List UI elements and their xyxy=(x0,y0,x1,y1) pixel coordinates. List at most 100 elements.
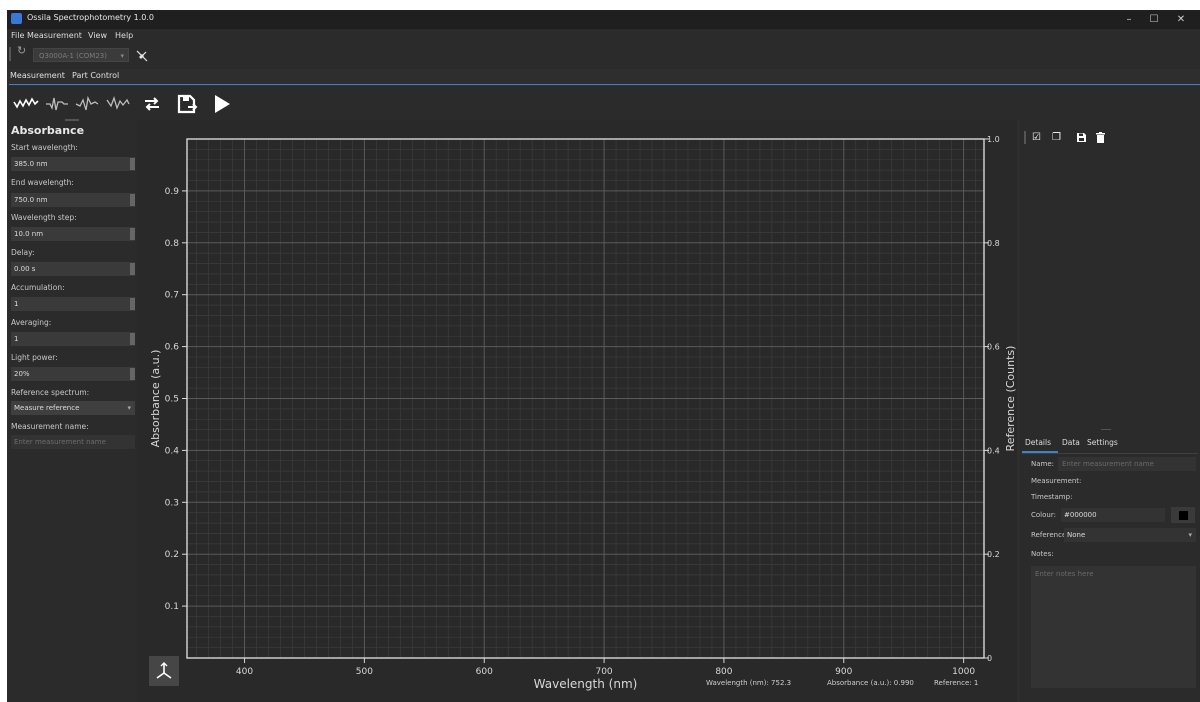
spin-arrows-icon[interactable] xyxy=(130,158,135,170)
spin-arrows-icon[interactable] xyxy=(130,263,135,275)
auto-range-button[interactable] xyxy=(149,656,179,686)
chart-area xyxy=(137,120,1017,702)
measurement-list[interactable] xyxy=(1022,151,1198,428)
notes-textarea[interactable] xyxy=(1031,566,1196,688)
y-tick-label: 0.4 xyxy=(165,446,180,456)
wavelength-step-label: Wavelength step: xyxy=(11,213,77,222)
end-wavelength-spinbox[interactable]: 750.0 nm xyxy=(11,193,135,207)
menu-measurement[interactable]: Measurement xyxy=(27,31,82,40)
end-wavelength-value: 750.0 nm xyxy=(14,196,48,204)
y-axis-ticks: 0.1 0.2 0.3 0.4 0.5 0.6 0.7 0.8 0.9 xyxy=(165,187,187,612)
menu-help[interactable]: Help xyxy=(115,31,134,40)
readout-absorbance: Absorbance (a.u.): 0.990 xyxy=(827,679,914,687)
minimize-button[interactable]: – xyxy=(1126,14,1132,25)
timestamp-label: Timestamp: xyxy=(1031,493,1073,501)
name-input[interactable] xyxy=(1058,457,1196,471)
y2-tick-label: 0 xyxy=(987,654,992,663)
y-tick-label: 0.5 xyxy=(165,395,179,405)
start-wavelength-spinbox[interactable]: 385.0 nm xyxy=(11,157,135,171)
colour-input[interactable]: #000000 xyxy=(1061,508,1165,522)
tab-part-control[interactable]: Part Control xyxy=(72,71,120,80)
x-axis-ticks: 400 500 600 700 800 900 1000 xyxy=(236,658,975,677)
end-wavelength-label: End wavelength: xyxy=(11,178,74,187)
major-grid xyxy=(187,139,984,658)
light-power-spinbox[interactable]: 20% xyxy=(11,367,135,381)
wavelength-step-value: 10.0 nm xyxy=(14,230,44,238)
chevron-down-icon: ▾ xyxy=(127,404,131,412)
reflectance-mode-icon[interactable] xyxy=(74,92,102,116)
splitter-handle[interactable] xyxy=(1101,429,1111,430)
play-icon[interactable] xyxy=(213,94,231,114)
refresh-icon[interactable]: ↻ xyxy=(17,44,27,57)
x-tick-label: 900 xyxy=(835,667,852,677)
delay-label: Delay: xyxy=(11,248,35,257)
x-tick-label: 400 xyxy=(236,667,253,677)
select-all-icon[interactable]: ☑ xyxy=(1032,132,1041,143)
absorbance-mode-icon[interactable] xyxy=(12,92,42,116)
wavelength-step-spinbox[interactable]: 10.0 nm xyxy=(11,227,135,241)
spin-arrows-icon[interactable] xyxy=(130,228,135,240)
spin-arrows-icon[interactable] xyxy=(130,194,135,206)
x-tick-label: 600 xyxy=(476,667,493,677)
menu-file[interactable]: File xyxy=(11,31,25,40)
spin-arrows-icon[interactable] xyxy=(130,333,135,345)
tab-details[interactable]: Details xyxy=(1025,438,1052,447)
reference-spectrum-value: Measure reference xyxy=(14,404,80,412)
maximize-button[interactable]: ☐ xyxy=(1149,14,1159,25)
y2-axis-ticks: 0 0.2 0.4 0.6 0.8 1.0 xyxy=(984,135,1000,663)
notes-label: Notes: xyxy=(1031,550,1054,558)
chevron-down-icon: ▾ xyxy=(1188,531,1192,539)
spectrum-chart[interactable]: 0.10.20.30.40.50.60.70.80.9 00.20.40.60.… xyxy=(137,120,1017,702)
y-tick-label: 0.2 xyxy=(165,550,179,560)
app-icon xyxy=(11,13,22,24)
reference-select[interactable]: None ▾ xyxy=(1064,528,1196,542)
panel-title: Absorbance xyxy=(11,124,85,137)
disconnected-plug-icon[interactable] xyxy=(136,47,148,62)
title-bar xyxy=(7,10,1200,29)
tab-data[interactable]: Data xyxy=(1062,438,1080,447)
reference-spectrum-label: Reference spectrum: xyxy=(11,388,90,397)
save-measure-icon[interactable] xyxy=(176,93,198,115)
readout-reference: Reference: 1 xyxy=(934,679,979,687)
colour-label: Colour: xyxy=(1031,511,1056,519)
reference-select-value: None xyxy=(1067,531,1086,539)
toolbar-grip xyxy=(9,47,11,61)
repeat-icon[interactable] xyxy=(142,94,162,114)
y2-tick-label: 0.6 xyxy=(987,343,1000,352)
app-window: Ossila Spectrophotometry 1.0.0 – ☐ ✕ Fil… xyxy=(7,10,1200,702)
save-icon[interactable] xyxy=(1076,132,1087,146)
averaging-spinbox[interactable]: 1 xyxy=(11,332,135,346)
y2-tick-label: 0.4 xyxy=(987,446,1000,455)
x-tick-label: 700 xyxy=(595,667,612,677)
tab-underline xyxy=(1022,451,1058,453)
averaging-value: 1 xyxy=(14,335,19,343)
close-button[interactable]: ✕ xyxy=(1176,14,1186,25)
tab-settings[interactable]: Settings xyxy=(1087,438,1118,447)
copy-icon[interactable]: ❐ xyxy=(1052,132,1061,143)
window-title: Ossila Spectrophotometry 1.0.0 xyxy=(27,13,154,22)
delete-icon[interactable] xyxy=(1096,132,1105,146)
toolbar-grip xyxy=(1024,131,1026,144)
menu-view[interactable]: View xyxy=(88,31,107,40)
reference-label: Reference: xyxy=(1031,531,1069,539)
measurement-toolbar xyxy=(7,86,1200,120)
reference-spectrum-select[interactable]: Measure reference ▾ xyxy=(11,401,135,415)
measurement-name-input[interactable] xyxy=(11,435,135,449)
accumulation-spinbox[interactable]: 1 xyxy=(11,297,135,311)
tab-measurement[interactable]: Measurement xyxy=(10,71,65,80)
y2-tick-label: 0.2 xyxy=(987,550,1000,559)
y-tick-label: 0.7 xyxy=(165,291,179,301)
colour-swatch xyxy=(1179,511,1188,520)
transmittance-mode-icon[interactable] xyxy=(44,92,72,116)
y-tick-label: 0.3 xyxy=(165,498,179,508)
spin-arrows-icon[interactable] xyxy=(130,368,135,380)
x-tick-label: 800 xyxy=(715,667,732,677)
delay-spinbox[interactable]: 0.00 s xyxy=(11,262,135,276)
y2-tick-label: 1.0 xyxy=(987,135,1000,144)
x-tick-label: 1000 xyxy=(952,667,975,677)
device-select[interactable]: Q3000A-1 (COM23) ▾ xyxy=(33,48,129,62)
spin-arrows-icon[interactable] xyxy=(130,298,135,310)
start-wavelength-label: Start wavelength: xyxy=(11,143,78,152)
y-tick-label: 0.8 xyxy=(165,239,180,249)
fluorescence-mode-icon[interactable] xyxy=(105,92,133,116)
